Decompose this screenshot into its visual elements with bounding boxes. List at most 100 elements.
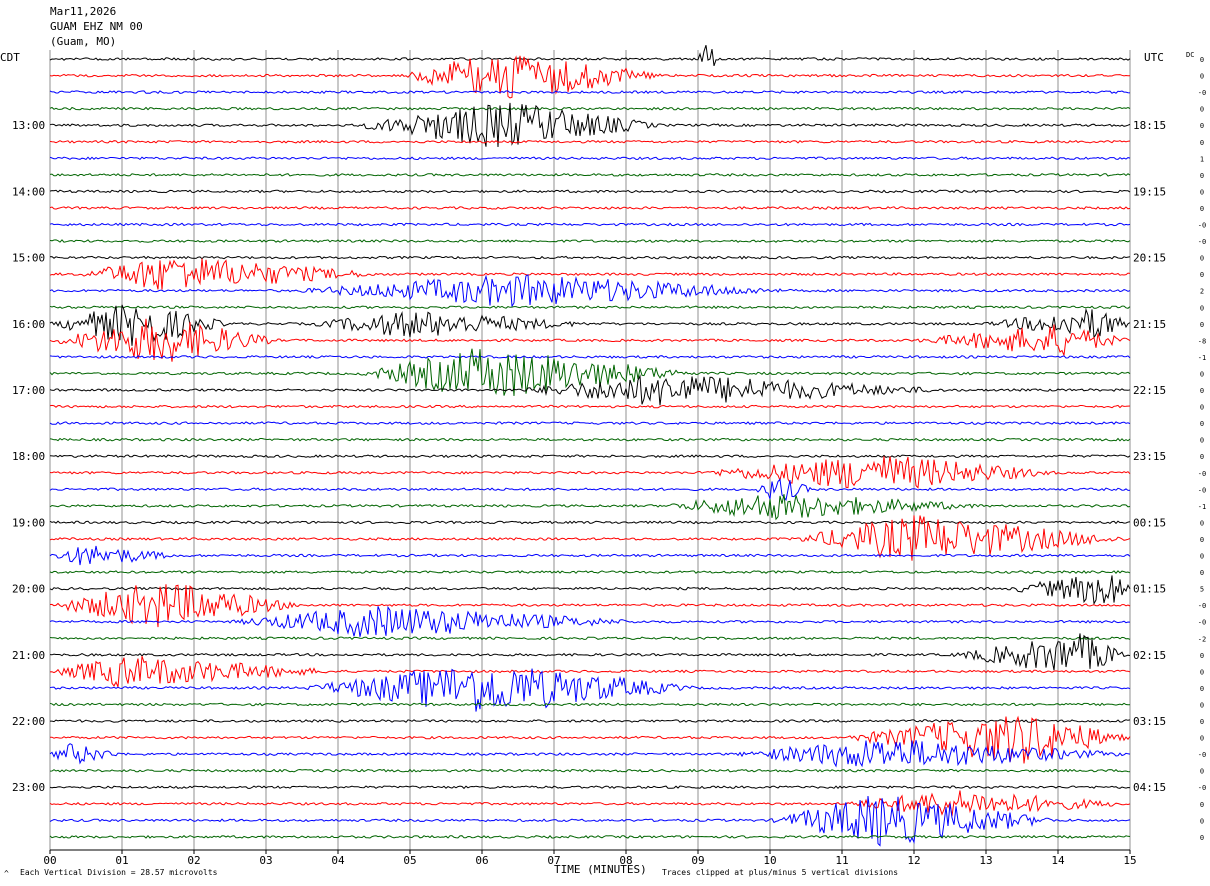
dc-offset-value: 0: [1200, 817, 1204, 825]
dc-offset-value: 0: [1200, 122, 1204, 130]
seismic-trace-10: [49, 222, 1131, 227]
seismic-trace-15: [49, 305, 1131, 310]
clip-note: Traces clipped at plus/minus 5 vertical …: [662, 868, 898, 877]
left-hour-label: 18:00: [12, 450, 45, 463]
dc-offset-value: 0: [1200, 387, 1204, 395]
dc-offset-value: 0: [1200, 73, 1204, 81]
dc-offset-value: 0: [1200, 420, 1204, 428]
seismic-trace-1: [49, 55, 1130, 99]
left-hour-label: 22:00: [12, 715, 45, 728]
seismic-trace-32: [49, 575, 1131, 606]
seismic-trace-6: [49, 156, 1131, 161]
dc-offset-value: 0: [1200, 205, 1204, 213]
dc-offset-value: 0: [1200, 519, 1204, 527]
left-hour-label: 16:00: [12, 318, 45, 331]
seismic-trace-42: [49, 740, 1131, 768]
seismic-trace-25: [49, 456, 1131, 489]
x-tick-label: 03: [259, 854, 272, 867]
seismic-trace-2: [49, 90, 1131, 95]
seismic-trace-8: [49, 189, 1131, 194]
right-hour-label: 21:15: [1133, 318, 1166, 331]
dc-offset-value: 0: [1200, 768, 1204, 776]
station-name: GUAM EHZ NM 00: [50, 20, 143, 33]
seismic-trace-19: [49, 348, 1131, 396]
seismic-trace-38: [49, 668, 1131, 712]
dc-offset-value: -1: [1198, 503, 1206, 511]
right-hour-label: 01:15: [1133, 583, 1166, 596]
left-hour-label: 21:00: [12, 649, 45, 662]
left-hour-label: 15:00: [12, 252, 45, 265]
x-tick-label: 13: [979, 854, 992, 867]
seismic-trace-18: [49, 354, 1131, 359]
right-hour-label: 20:15: [1133, 252, 1166, 265]
dc-offset-value: -0: [1198, 619, 1206, 627]
dc-offset-value: 0: [1200, 56, 1204, 64]
dc-offset-value: 0: [1200, 668, 1204, 676]
seismic-trace-14: [49, 274, 1131, 308]
right-hour-label: 04:15: [1133, 781, 1166, 794]
seismic-trace-29: [49, 515, 1131, 561]
seismic-trace-30: [49, 545, 1131, 566]
seismic-trace-5: [49, 139, 1131, 144]
dc-offset-value: 2: [1200, 288, 1204, 296]
dc-offset-value: 0: [1200, 553, 1204, 561]
dc-offset-column: 0 0 -0 0 0 0 1 0 0 0 -0 -0 0 0 2 0 0 -8 -1 0 0 0 0 0 0 -0 -0 -1 0 0 0 0…: [1198, 56, 1206, 842]
dc-offset-value: -0: [1198, 470, 1206, 478]
x-tick-label: 08: [619, 854, 632, 867]
right-hour-label: 00:15: [1133, 516, 1166, 529]
seismic-trace-16: [49, 304, 1131, 346]
right-hour-label: 23:15: [1133, 450, 1166, 463]
seismic-trace-13: [49, 258, 1131, 290]
seismic-trace-26: [49, 478, 1131, 502]
dc-offset-value: 0: [1200, 271, 1204, 279]
seismic-trace-27: [49, 494, 1131, 521]
dc-offset-value: 0: [1200, 718, 1204, 726]
seismic-trace-46: [49, 795, 1131, 847]
left-hour-label: 23:00: [12, 781, 45, 794]
x-tick-labels: 00 01 02 03 04 05 06 07 08 09 10 11 12 13 14 15: [43, 850, 1137, 867]
dc-offset-value: 0: [1200, 139, 1204, 147]
dc-offset-value: -0: [1198, 238, 1206, 246]
dc-offset-value: -0: [1198, 784, 1206, 792]
right-hour-labels: 18:15 19:15 20:15 21:15 22:15 23:15 00:15 01:15…: [1133, 119, 1166, 794]
x-tick-label: 14: [1051, 854, 1065, 867]
seismic-trace-4: [49, 102, 1131, 148]
seismic-trace-3: [49, 106, 1131, 111]
x-tick-label: 11: [835, 854, 848, 867]
dc-offset-value: 0: [1200, 370, 1204, 378]
dc-offset-value: 0: [1200, 321, 1204, 329]
dc-offset-value: 0: [1200, 569, 1204, 577]
x-tick-label: 04: [331, 854, 345, 867]
right-hour-label: 22:15: [1133, 384, 1166, 397]
seismic-trace-40: [50, 719, 1131, 723]
seismic-trace-17: [49, 318, 1131, 362]
seismic-trace-43: [49, 768, 1131, 773]
dc-offset-value: 0: [1200, 801, 1204, 809]
seismic-trace-41: [49, 715, 1131, 764]
dc-offset-value: 0: [1200, 404, 1204, 412]
x-tick-label: 06: [475, 854, 488, 867]
dc-offset-value: 5: [1200, 586, 1204, 594]
dc-offset-value: -2: [1198, 635, 1206, 643]
left-hour-labels: 13:00 14:00 15:00 16:00 17:00 18:00 19:00 20:00…: [12, 119, 45, 794]
seismic-trace-33: [49, 584, 1131, 628]
dc-offset-value: -0: [1198, 89, 1206, 97]
seismic-trace-7: [49, 172, 1131, 177]
minute-grid: [49, 50, 1131, 851]
dc-offset-value: 0: [1200, 834, 1204, 842]
station-location: (Guam, MO): [50, 35, 116, 48]
dc-offset-value: -0: [1198, 222, 1206, 230]
dc-offset-value: 0: [1200, 453, 1204, 461]
right-hour-label: 18:15: [1133, 119, 1166, 132]
seismic-trace-37: [49, 655, 1131, 688]
x-axis-title: TIME (MINUTES): [554, 863, 647, 876]
dc-offset-value: -0: [1198, 602, 1206, 610]
right-hour-label: 19:15: [1133, 185, 1166, 198]
dc-offset-value: 0: [1200, 685, 1204, 693]
seismic-trace-23: [49, 437, 1131, 442]
x-tick-label: 05: [403, 854, 416, 867]
x-tick-label: 15: [1123, 854, 1136, 867]
dc-offset-value: -0: [1198, 486, 1206, 494]
x-tick-label: 00: [43, 854, 56, 867]
